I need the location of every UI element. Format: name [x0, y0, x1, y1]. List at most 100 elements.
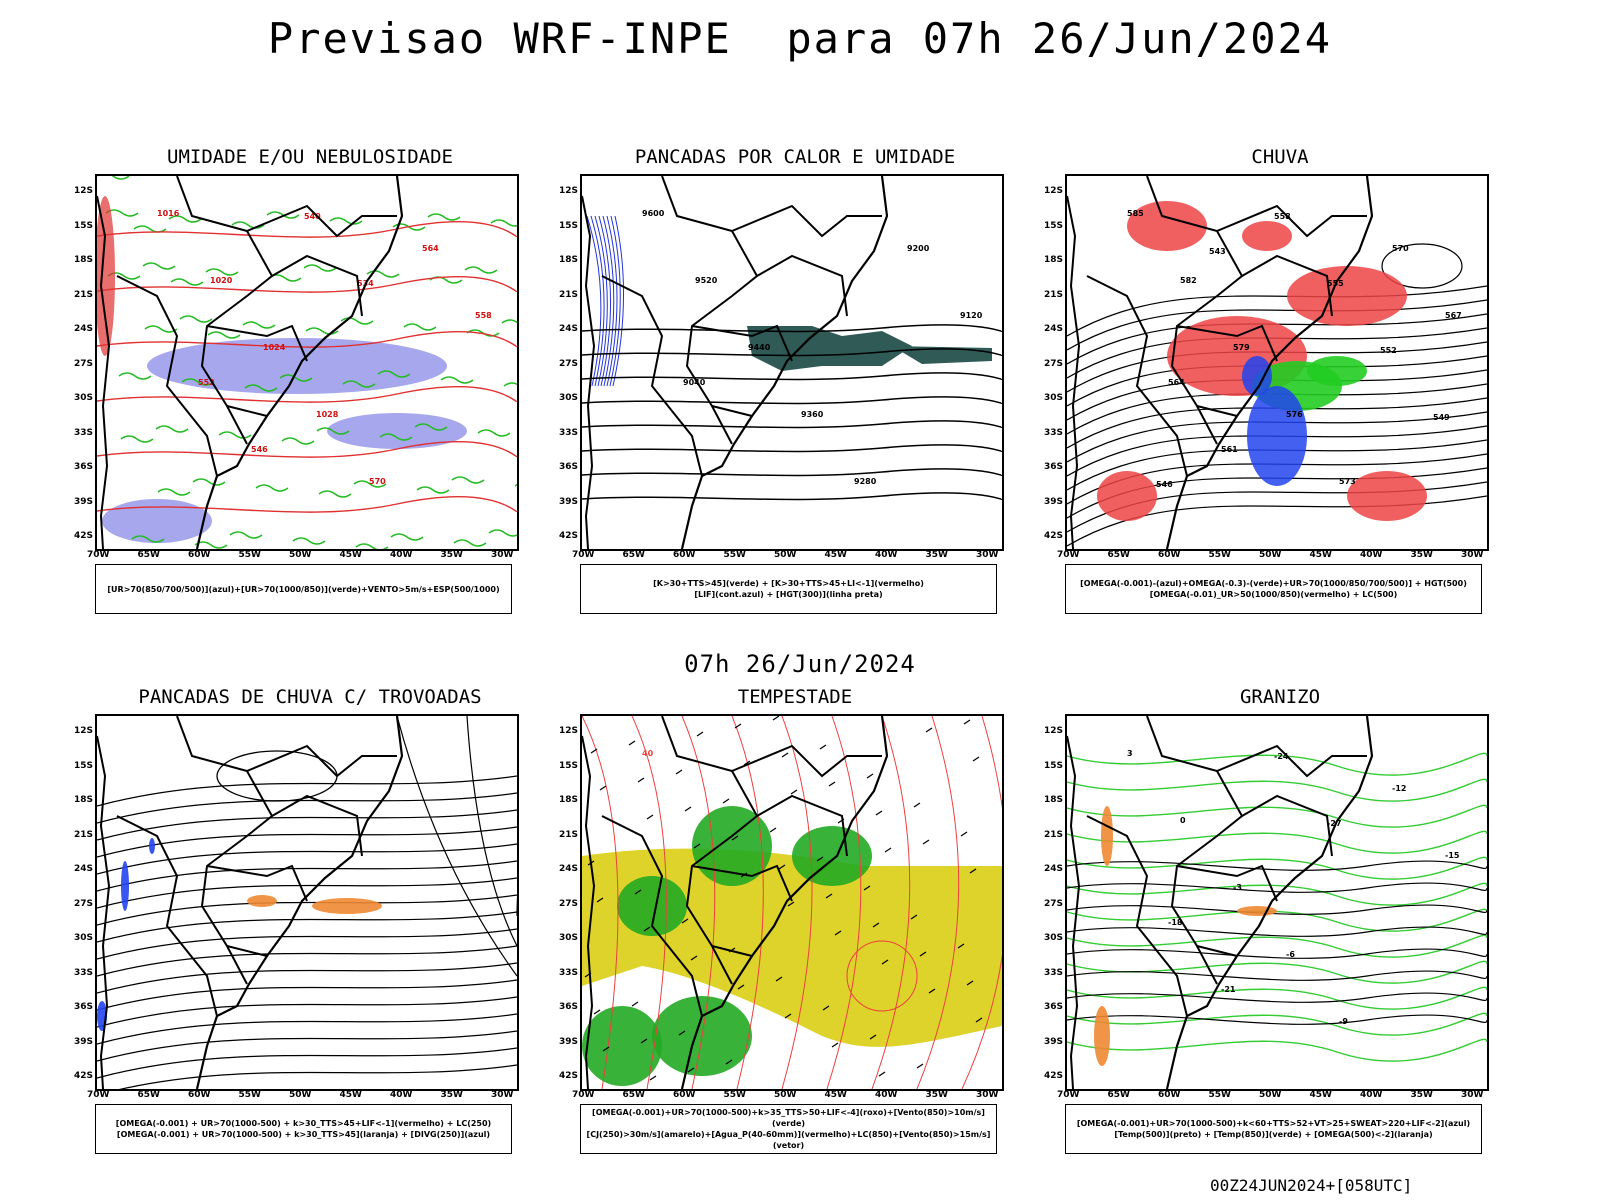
lon-tick-label: 40W — [390, 550, 413, 560]
wind-vector — [631, 1001, 639, 1007]
rain-blue-fill — [1242, 356, 1272, 396]
lon-tick-label: 55W — [1208, 1090, 1231, 1100]
map-panel: UMIDADE E/OU NEBULOSIDADE 1016 1020 1024 102… — [74, 146, 545, 636]
contour-label: 585 — [1127, 209, 1144, 218]
temp850-contour — [1067, 1038, 1487, 1062]
lat-tick-label: 42S — [558, 1071, 578, 1081]
lon-tick-label: 35W — [440, 550, 463, 560]
country-border — [116, 815, 218, 1017]
coastline — [680, 716, 889, 1089]
coastline — [1165, 716, 1374, 1089]
lat-tick-label: 42S — [73, 531, 93, 541]
temp500-contour — [1067, 904, 1487, 915]
country-border — [206, 324, 308, 362]
lat-tick-label: 33S — [558, 967, 578, 978]
streamline — [826, 716, 862, 1089]
legend-text: [UR>70(850/700/500)](azul)+[UR>70(1000/8… — [107, 584, 500, 594]
contour-label: 576 — [1286, 410, 1303, 419]
thickness-contour — [97, 331, 517, 348]
wind-vector — [825, 893, 833, 899]
streamline — [97, 775, 517, 807]
lon-tick-label: 65W — [1107, 550, 1130, 560]
coastline — [1165, 176, 1374, 549]
wind-vector — [602, 1046, 610, 1052]
lon-tick-label: 40W — [875, 550, 898, 560]
humidity-low-contour — [170, 278, 204, 286]
map-canvas: 40 — [582, 716, 1002, 1089]
run-time-label: 00Z24JUN2024+[058UTC] — [1210, 1176, 1413, 1195]
temp500-contour — [1067, 970, 1487, 981]
streamline — [631, 716, 667, 1089]
lon-tick-label: 60W — [188, 1090, 211, 1100]
instability-fill — [892, 346, 992, 364]
legend-text: [CJ(250)>30m/s](amarelo)+[Agua_P(40-60mm… — [586, 1130, 991, 1150]
rain-green-fill — [1307, 356, 1367, 386]
humidity-low-contour — [279, 374, 313, 382]
wind-vector — [737, 984, 745, 990]
lon-tick-label: 40W — [390, 1090, 413, 1100]
lon-tick-label: 35W — [1410, 1090, 1433, 1100]
lat-tick-label: 21S — [558, 289, 578, 300]
map-frame: 1016 1020 1024 1028 570 564 558 552 546 540 534 — [95, 174, 519, 551]
country-border — [226, 405, 268, 417]
contour-label: 1020 — [210, 276, 233, 285]
streamline — [97, 1013, 517, 1045]
humidity-low-contour — [451, 476, 485, 484]
temp850-contour — [1067, 986, 1487, 1010]
contour-label: 552 — [1380, 346, 1397, 355]
wind-vector — [731, 835, 739, 841]
wind-vector — [963, 719, 971, 725]
circulation-center — [1381, 243, 1463, 289]
country-border — [661, 176, 759, 445]
humidity-low-contour — [131, 535, 165, 543]
temp850-contour — [1067, 778, 1487, 802]
wind-vector — [869, 1034, 877, 1040]
instability-fill — [747, 326, 912, 371]
wind-vector — [734, 723, 742, 729]
lon-tick-label: 45W — [339, 1090, 362, 1100]
legend-text: [Temp(500)](preto) + [Temp(850)](verde) … — [1114, 1130, 1433, 1139]
wind-vector — [637, 777, 645, 783]
contour-label: 570 — [1392, 244, 1409, 253]
lat-tick-label: 42S — [1043, 531, 1063, 541]
streamline — [97, 860, 517, 892]
country-border — [1216, 744, 1367, 778]
contour-label: -6 — [1286, 950, 1295, 959]
lon-tick-label: 60W — [673, 550, 696, 560]
humidity-low-contour — [340, 317, 374, 325]
wind-vector — [884, 847, 892, 853]
main-title: Previsao WRF-INPE para 07h 26/Jun/2024 — [267, 14, 1333, 63]
divergence-blue-fill — [121, 861, 129, 911]
lat-tick-label: 24S — [73, 324, 93, 334]
lat-tick-label: 12S — [73, 726, 93, 736]
panel-legend: [UR>70(850/700/500)](azul)+[UR>70(1000/8… — [95, 564, 512, 614]
wind-vector — [969, 868, 977, 874]
thickness-contour — [97, 276, 517, 293]
coastline — [97, 735, 111, 1089]
wind-vector — [819, 744, 827, 750]
lat-tick-label: 30S — [558, 933, 578, 943]
divergence-blue-fill — [149, 838, 155, 854]
contour-label: -21 — [1221, 985, 1236, 994]
lifted-index-contour — [612, 215, 624, 387]
country-border — [711, 405, 753, 417]
lat-tick-label: 27S — [73, 898, 93, 909]
temp500-contour — [1067, 948, 1487, 959]
humidity-low-contour — [303, 264, 337, 272]
humidity-low-contour — [477, 429, 511, 437]
humidity-low-contour — [218, 431, 252, 439]
lat-tick-label: 27S — [1043, 898, 1063, 909]
humidity-low-contour — [229, 531, 263, 539]
lat-tick-label: 30S — [73, 933, 93, 943]
wind-vector — [725, 1059, 733, 1065]
contour-label: -9 — [1339, 1017, 1348, 1026]
temp850-contour — [1067, 882, 1487, 906]
panel-title: CHUVA — [1251, 146, 1309, 168]
contour-label: 543 — [1209, 247, 1226, 256]
contour-label: 549 — [1433, 413, 1450, 422]
lon-tick-label: 70W — [87, 550, 110, 560]
humidity-low-contour — [231, 221, 265, 229]
wind-vector — [866, 773, 874, 779]
wind-vector — [743, 760, 751, 766]
streamline — [916, 716, 960, 1089]
